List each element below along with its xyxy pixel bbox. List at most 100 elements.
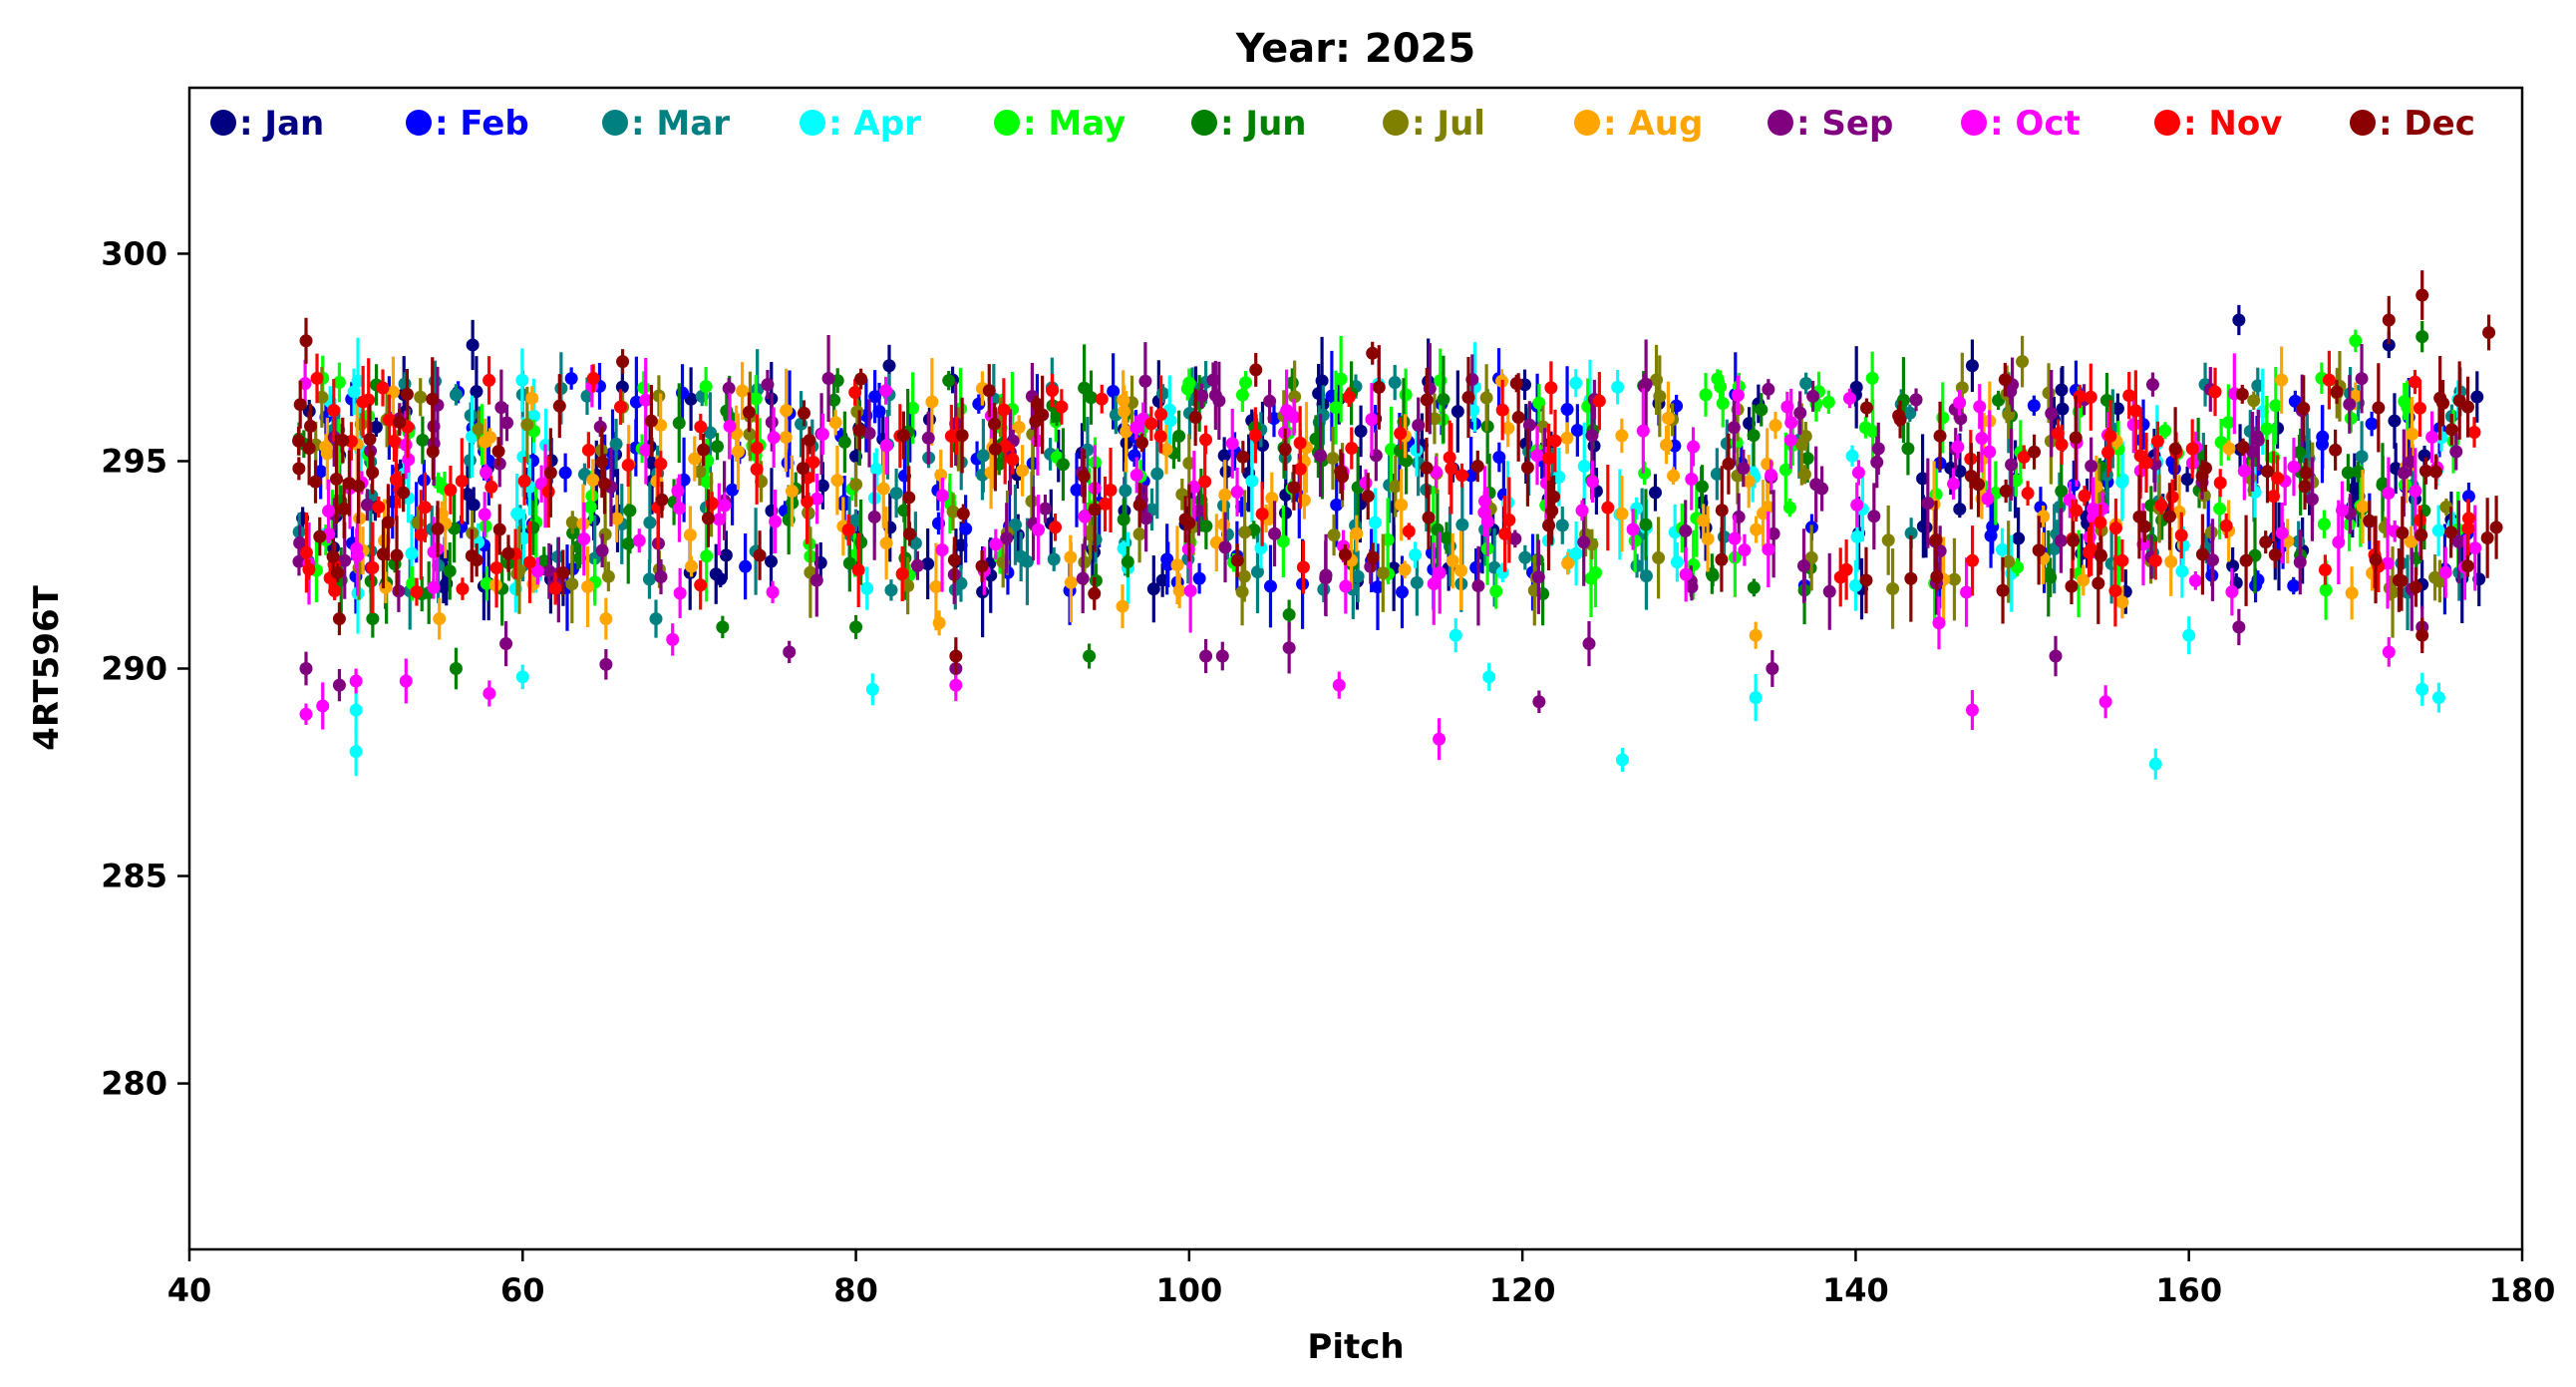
data-point: [2115, 595, 2129, 609]
data-point: [1522, 418, 1536, 432]
data-point: [1410, 575, 1424, 589]
data-point: [492, 522, 506, 536]
data-point: [1552, 470, 1566, 484]
data-point: [2126, 418, 2140, 432]
data-point: [1025, 495, 1039, 509]
data-point: [1293, 462, 1307, 476]
data-point: [2269, 399, 2283, 413]
data-point: [1150, 467, 1164, 481]
data-point: [299, 334, 313, 348]
data-point: [709, 567, 723, 581]
legend-label: : Jan: [239, 104, 324, 144]
data-point: [2002, 554, 2016, 568]
data-point: [1555, 519, 1569, 532]
data-point: [1983, 445, 1997, 459]
data-point: [654, 569, 668, 583]
data-point: [1078, 381, 1092, 395]
data-point: [621, 459, 635, 473]
data-point: [1215, 649, 1229, 663]
data-point: [1440, 531, 1453, 545]
data-point: [2365, 417, 2379, 431]
data-point: [2004, 384, 2018, 398]
data-point: [2132, 510, 2146, 523]
data-point: [642, 572, 656, 586]
data-point: [2070, 504, 2084, 518]
legend-label: : Aug: [1603, 104, 1703, 144]
data-point: [484, 480, 498, 494]
data-point: [2415, 628, 2429, 642]
data-point: [2067, 533, 2081, 547]
data-point: [779, 431, 793, 445]
legend-item-jul: : Jul: [1383, 104, 1485, 144]
data-point: [1366, 346, 1380, 360]
data-point: [672, 502, 686, 516]
data-point: [501, 546, 515, 560]
data-point: [1183, 584, 1197, 598]
data-point: [862, 427, 876, 441]
data-point: [2174, 528, 2188, 542]
data-point: [719, 548, 733, 562]
data-point: [2335, 504, 2349, 518]
data-point: [515, 670, 529, 684]
data-point: [405, 546, 419, 560]
data-point: [1144, 417, 1158, 431]
data-point: [599, 612, 613, 626]
legend: : Jan: Feb: Mar: Apr: May: Jun: Jul: Aug…: [210, 104, 2475, 144]
data-point: [376, 547, 390, 561]
x-tick-label: 40: [167, 1271, 212, 1309]
data-point: [2137, 520, 2151, 533]
data-point: [2205, 553, 2219, 567]
data-point: [1929, 532, 1943, 546]
data-point: [543, 466, 557, 480]
data-point: [1749, 628, 1763, 642]
data-point: [1530, 449, 1544, 463]
data-point: [2145, 378, 2159, 392]
data-point: [2398, 395, 2412, 409]
data-point: [1765, 468, 1778, 482]
data-point: [2093, 516, 2107, 529]
legend-label: : Oct: [1990, 104, 2081, 144]
y-tick-label: 295: [101, 442, 167, 480]
data-point: [988, 442, 1002, 456]
data-point: [1030, 397, 1044, 411]
data-point: [2330, 385, 2344, 399]
data-point: [1138, 374, 1152, 388]
x-tick-label: 80: [833, 1271, 878, 1309]
data-point: [363, 432, 377, 446]
data-point: [1450, 405, 1464, 419]
data-point: [1187, 480, 1201, 494]
data-point: [1278, 506, 1292, 520]
data-point: [1245, 474, 1259, 488]
data-point: [934, 469, 948, 483]
data-point: [2054, 533, 2068, 547]
data-point: [2012, 531, 2026, 545]
data-point: [1170, 558, 1184, 572]
data-point: [2372, 401, 2386, 415]
data-point: [860, 581, 874, 595]
data-point: [1798, 430, 1812, 443]
legend-label: : Nov: [2183, 104, 2282, 144]
x-tick-label: 140: [1822, 1271, 1889, 1309]
data-point: [849, 620, 863, 634]
data-point: [2261, 465, 2275, 479]
data-point: [2345, 586, 2359, 600]
data-point: [2092, 576, 2105, 590]
data-point: [2093, 548, 2107, 562]
data-point: [2042, 566, 2056, 580]
data-point: [326, 549, 340, 563]
legend-label: : Mar: [631, 104, 730, 144]
data-point: [1420, 461, 1434, 475]
x-axis-label: Pitch: [1307, 1327, 1404, 1367]
data-point: [828, 416, 842, 430]
data-point: [1393, 444, 1407, 458]
data-point: [1198, 475, 1212, 489]
data-point: [1064, 550, 1078, 564]
data-point: [1338, 547, 1352, 561]
data-point: [1871, 442, 1885, 456]
data-point: [1560, 431, 1574, 445]
data-point: [328, 584, 342, 598]
data-point: [882, 359, 896, 373]
data-point: [2236, 440, 2250, 454]
data-point: [1107, 384, 1121, 398]
data-point: [1402, 524, 1416, 538]
